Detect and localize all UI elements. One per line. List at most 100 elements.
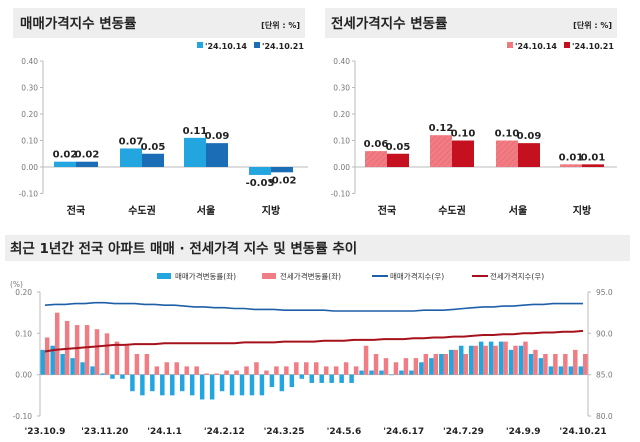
lease-change-bar — [214, 373, 219, 375]
lease-change-bar — [433, 354, 439, 375]
trend-legend-swatch — [157, 273, 171, 279]
lease-change-bar — [154, 366, 160, 375]
lease-change-bar — [393, 362, 399, 375]
sale-change-bar — [309, 374, 314, 383]
lease-change-bar — [543, 354, 548, 375]
sale-data-label: -0.02 — [268, 175, 297, 186]
lease-change-bar — [234, 370, 239, 375]
lease-change-bar — [363, 345, 369, 375]
lease-change-bar — [54, 312, 60, 375]
sale-change-bar — [439, 354, 444, 375]
sale-data-label: 0.02 — [75, 150, 100, 161]
lease-category-label: 전국 — [378, 204, 396, 217]
sale-index-line — [44, 301, 583, 312]
sale-change-bar — [110, 374, 115, 379]
lease-change-bar — [503, 341, 508, 375]
left-axis-unit: (%) — [10, 280, 23, 289]
x-tick-label: '24.6.17 — [383, 427, 424, 437]
sale-bar — [249, 167, 271, 175]
sale-change-bar — [488, 341, 494, 375]
sale-change-bar — [548, 366, 554, 375]
lease-legend-swatch — [507, 42, 513, 48]
sale-unit-label: [단위 : %] — [261, 20, 300, 30]
lease-bar — [560, 164, 582, 167]
sale-bar — [206, 143, 228, 167]
sale-change-bar — [299, 374, 305, 379]
sale-data-label: 0.07 — [119, 136, 144, 147]
x-tick-label: '24.5.6 — [327, 427, 362, 437]
x-tick-label: '24.3.25 — [264, 427, 305, 437]
trend-legend-label: 매매가격변동률(좌) — [175, 271, 236, 281]
sale-category-label: 서울 — [197, 204, 215, 217]
sale-change-bar — [179, 374, 185, 392]
lease-data-label: 0.12 — [429, 123, 454, 134]
left-ytick: -0.10 — [13, 412, 33, 421]
sale-change-bar — [558, 366, 564, 375]
sale-change-bar — [369, 370, 374, 375]
lease-change-bar — [104, 333, 110, 375]
sale-change-bar — [409, 370, 414, 375]
sale-legend-swatch — [197, 42, 203, 48]
lease-change-bar — [493, 345, 498, 375]
lease-bar — [365, 151, 387, 167]
sale-change-bar — [160, 374, 165, 396]
sale-change-bar — [538, 358, 544, 375]
sale-change-bar — [498, 341, 504, 375]
lease-change-bar — [373, 354, 379, 375]
sale-change-bar — [319, 374, 324, 383]
sale-chart-title: 매매가격지수 변동률 — [20, 15, 137, 32]
sale-bar — [54, 161, 76, 167]
lease-change-bar — [533, 349, 538, 375]
lease-title-bar — [325, 8, 617, 38]
left-ytick: 0.00 — [15, 371, 32, 380]
sale-ytick: 0.30 — [21, 84, 38, 93]
lease-change-bar — [304, 362, 309, 375]
lease-change-bar — [184, 366, 189, 375]
lease-data-label: 0.01 — [581, 152, 606, 163]
sale-bar — [142, 153, 164, 167]
sale-change-bar — [568, 366, 574, 375]
trend-legend-label: 전세가격지수(우) — [490, 271, 544, 281]
sale-change-bar — [40, 349, 45, 375]
sale-change-bar — [289, 374, 295, 388]
lease-data-label: 0.10 — [495, 129, 520, 140]
lease-change-bar — [314, 362, 319, 375]
x-tick-label: '24.9.9 — [506, 427, 541, 437]
sale-change-bar — [578, 366, 584, 375]
right-ytick: 95.0 — [596, 288, 613, 297]
lease-change-bar — [473, 345, 478, 375]
sale-bar — [120, 148, 142, 167]
lease-change-bar — [353, 366, 359, 375]
sale-change-bar — [90, 366, 95, 375]
sale-change-bar — [349, 374, 354, 383]
lease-bar — [452, 140, 474, 167]
lease-ytick: 0.30 — [333, 84, 350, 93]
sale-change-bar — [329, 374, 334, 383]
sale-change-bar — [359, 370, 364, 375]
lease-change-bar — [94, 329, 100, 375]
trend-legend-swatch — [262, 273, 276, 279]
lease-change-bar — [513, 345, 518, 375]
sale-change-bar — [229, 374, 235, 396]
lease-change-bar — [74, 325, 80, 375]
lease-change-bar — [164, 362, 170, 375]
sale-data-label: 0.11 — [183, 126, 208, 137]
lease-bar — [518, 143, 540, 167]
sale-category-label: 지방 — [262, 204, 281, 217]
lease-data-label: 0.09 — [517, 131, 542, 142]
lease-change-bar — [224, 370, 229, 375]
sale-change-bar — [429, 358, 434, 375]
sale-change-bar — [458, 345, 464, 375]
sale-change-bar — [449, 349, 454, 375]
sale-change-bar — [60, 354, 65, 375]
sale-ytick: 0.00 — [21, 163, 38, 172]
lease-change-bar — [453, 349, 458, 375]
x-tick-label: '24.10.21 — [559, 427, 606, 437]
lease-change-bar — [264, 370, 269, 375]
right-ytick: 80.0 — [596, 412, 613, 421]
sale-change-bar — [508, 349, 514, 375]
lease-bar — [582, 164, 604, 167]
lease-chart-title: 전세가격지수 변동률 — [331, 15, 448, 32]
sale-change-bar — [339, 374, 344, 383]
